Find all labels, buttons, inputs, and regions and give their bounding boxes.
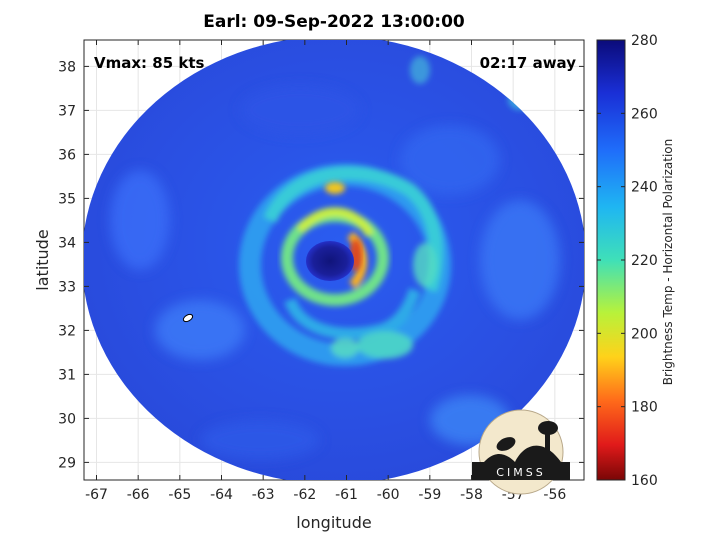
y-tick-label: 31 xyxy=(58,367,76,383)
x-axis-label: longitude xyxy=(296,513,371,532)
x-tick-label: -60 xyxy=(377,487,400,503)
x-tick-label: -61 xyxy=(335,487,358,503)
y-axis: 29 30 31 32 33 34 35 36 37 38 xyxy=(58,59,584,471)
y-axis-label: latitude xyxy=(33,229,52,290)
x-tick-label: -65 xyxy=(168,487,191,503)
colorbar-tick-label: 180 xyxy=(631,400,658,416)
x-tick-label: -64 xyxy=(210,487,233,503)
logo-text: CIMSS xyxy=(496,466,545,479)
x-tick-label: -58 xyxy=(460,487,483,503)
vmax-label: Vmax: 85 kts xyxy=(94,54,204,72)
x-tick-label: -63 xyxy=(252,487,275,503)
y-tick-label: 37 xyxy=(58,103,76,119)
y-tick-label: 34 xyxy=(58,235,76,251)
island-outline xyxy=(182,313,194,323)
y-tick-label: 38 xyxy=(58,59,76,75)
y-tick-label: 29 xyxy=(58,455,76,471)
cimss-logo: CIMSS xyxy=(472,409,570,495)
x-tick-label: -56 xyxy=(543,487,566,503)
y-tick-label: 30 xyxy=(58,411,76,427)
x-tick-label: -67 xyxy=(85,487,108,503)
colorbar-label: Brightness Temp - Horizontal Polarizatio… xyxy=(661,139,675,386)
colorbar-tick-label: 240 xyxy=(631,180,658,196)
colorbar-tick-label: 200 xyxy=(631,326,658,342)
microwave-swath-image xyxy=(84,40,584,480)
figure-title: Earl: 09-Sep-2022 13:00:00 xyxy=(203,12,465,32)
colorbar-tick-label: 160 xyxy=(631,473,658,489)
x-tick-label: -62 xyxy=(293,487,316,503)
colorbar-tick-label: 220 xyxy=(631,253,658,269)
colorbar-ticks: 280 260 240 220 200 180 160 xyxy=(597,33,658,489)
storm-eye xyxy=(306,241,354,281)
x-axis: -67 -66 -65 -64 -63 -62 -61 -60 -59 -58 -57 -56 xyxy=(85,40,566,503)
y-tick-label: 33 xyxy=(58,279,76,295)
colorbar-tick-label: 280 xyxy=(631,33,658,49)
x-tick-label: -66 xyxy=(127,487,150,503)
time-away-label: 02:17 away xyxy=(480,54,577,72)
y-tick-label: 36 xyxy=(58,147,76,163)
colorbar-tick-label: 260 xyxy=(631,106,658,122)
colorbar xyxy=(596,39,626,481)
y-tick-label: 35 xyxy=(58,191,76,207)
x-tick-label: -59 xyxy=(418,487,441,503)
y-tick-label: 32 xyxy=(58,323,76,339)
